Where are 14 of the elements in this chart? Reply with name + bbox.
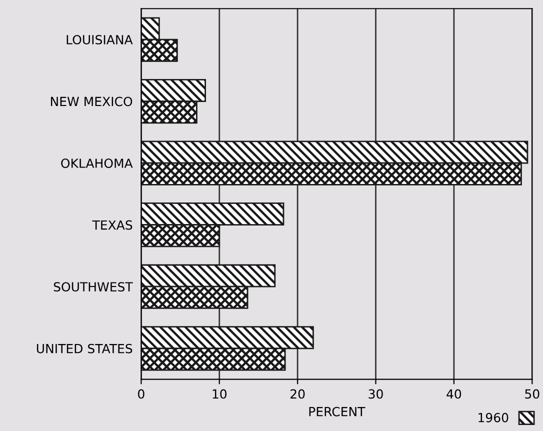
y-tick-label: UNITED STATES [36,344,132,354]
x-tick-label: 30 [368,389,383,399]
legend-label: 1960 [478,412,508,422]
x-tick-label: 10 [212,389,226,399]
y-tick-label: OKLAHOMA [61,158,133,168]
x-tick-label: 40 [446,389,462,399]
x-axis-title: PERCENT [309,406,366,416]
x-tick-label: 20 [290,389,305,399]
x-tick-label: 0 [138,389,144,399]
y-tick-label: LOUISIANA [66,34,133,44]
y-tick-label: TEXAS [92,220,132,230]
y-tick-label: NEW MEXICO [50,96,132,106]
y-tick-label: SOUTHWEST [54,282,133,292]
x-tick-label: 50 [525,389,540,399]
